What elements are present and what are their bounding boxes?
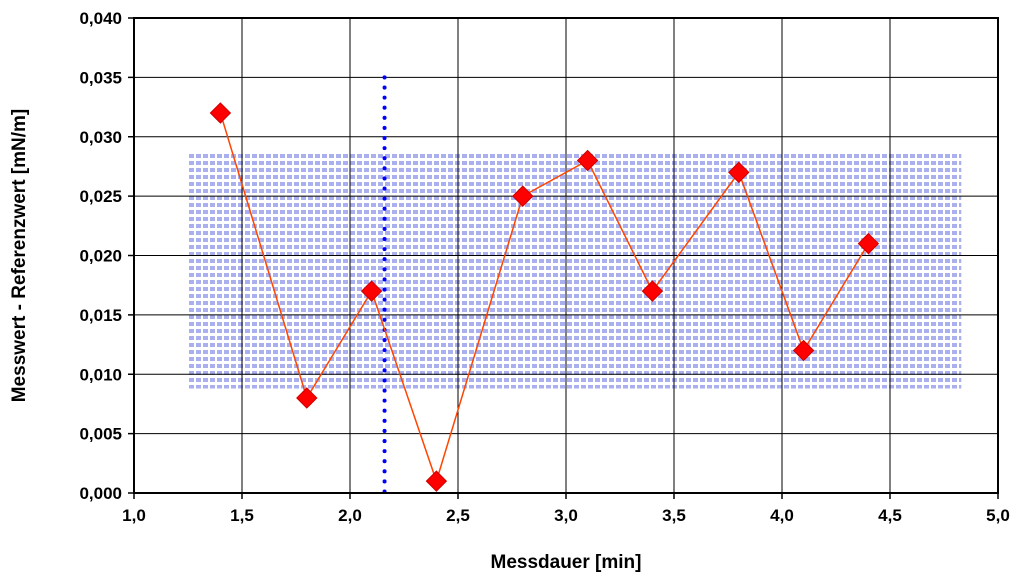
x-tick-label: 4,5 <box>878 506 902 525</box>
data-point-diamond <box>360 280 383 302</box>
x-tick-label: 2,0 <box>338 506 362 525</box>
x-tick-label: 1,5 <box>230 506 254 525</box>
data-point-diamond <box>857 232 880 255</box>
x-tick-label: 1,0 <box>122 506 146 525</box>
y-tick-label: 0,010 <box>79 365 122 384</box>
data-point-diamond <box>641 280 664 302</box>
y-tick-label: 0,000 <box>79 484 122 503</box>
y-tick-label: 0,020 <box>79 247 122 266</box>
y-tick-label: 0,030 <box>79 128 122 147</box>
x-tick-label: 2,5 <box>446 506 470 525</box>
x-tick-label: 5,0 <box>986 506 1010 525</box>
y-tick-label: 0,035 <box>79 68 122 87</box>
data-point-diamond <box>296 387 318 409</box>
x-axis-title: Messdauer [min] <box>491 552 642 573</box>
y-tick-label: 0,005 <box>79 425 122 444</box>
y-axis-title: Messwert - Referenzwert [mN/m] <box>9 109 30 403</box>
y-tick-label: 0,040 <box>79 9 122 28</box>
x-tick-label: 3,0 <box>554 506 578 525</box>
series-line <box>219 112 870 484</box>
x-tick-label: 4,0 <box>770 506 794 525</box>
data-point-diamond <box>425 470 448 492</box>
y-tick-label: 0,025 <box>79 187 122 206</box>
data-point-diamond <box>728 161 750 184</box>
y-tick-label: 0,015 <box>79 306 122 325</box>
data-point-diamond <box>576 149 599 172</box>
data-point-diamond <box>792 339 815 362</box>
data-point-diamond <box>209 102 232 124</box>
tolerance-band <box>188 151 962 389</box>
data-point-diamond <box>512 185 534 207</box>
x-tick-label: 3,5 <box>662 506 686 525</box>
